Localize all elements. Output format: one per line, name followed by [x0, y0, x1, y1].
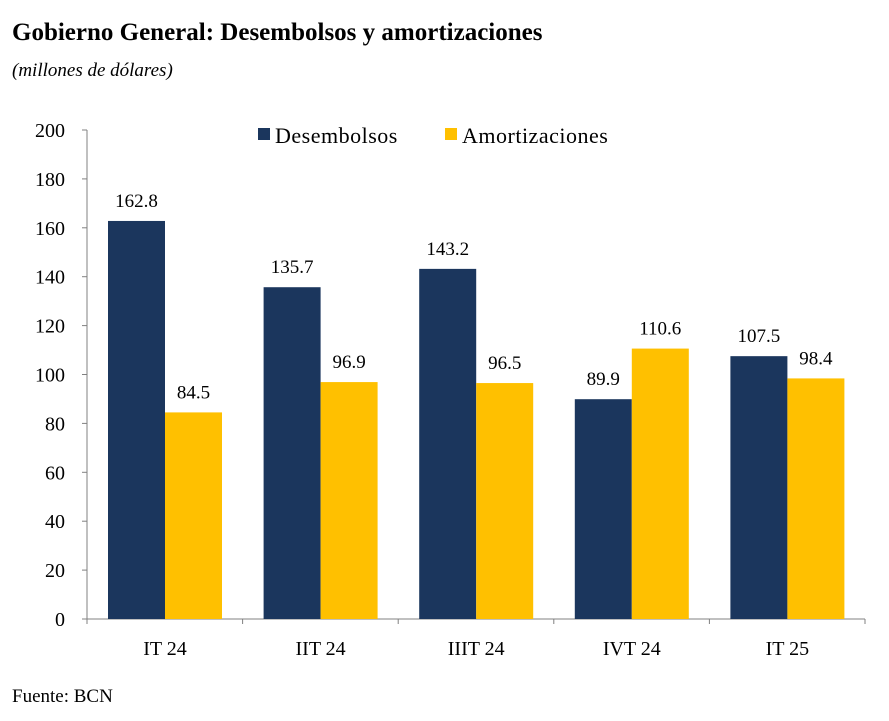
bar-amortizaciones	[476, 383, 534, 619]
data-label: 107.5	[738, 326, 781, 347]
legend-swatch-amortizaciones	[445, 128, 457, 140]
bar-desembolsos	[730, 356, 788, 619]
bar-amortizaciones	[320, 382, 378, 619]
x-tick-label: IT 24	[143, 638, 187, 660]
y-tick-label: 60	[45, 462, 65, 484]
legend-label: Amortizaciones	[462, 123, 608, 148]
y-tick-label: 180	[35, 169, 65, 191]
y-tick-label: 200	[35, 120, 65, 142]
data-label: 96.5	[488, 353, 521, 374]
bar-desembolsos	[263, 287, 321, 619]
x-tick-label: IVT 24	[603, 638, 661, 660]
y-tick-label: 140	[35, 267, 65, 289]
legend-swatch-desembolsos	[258, 128, 270, 140]
data-label: 143.2	[426, 239, 469, 260]
y-tick-label: 40	[45, 511, 65, 533]
x-tick-label: IT 25	[766, 638, 810, 660]
data-label: 89.9	[587, 369, 620, 390]
y-tick-label: 0	[55, 609, 65, 631]
y-tick-label: 80	[45, 413, 65, 435]
bar-chart: 0 20 40 60 80 100 120 140 160 180 200 162.8 84.5 IT 2…	[35, 120, 866, 660]
bar-amortizaciones	[165, 412, 222, 619]
chart-subtitle: (millones de dólares)	[12, 60, 173, 81]
y-tick-label: 100	[35, 365, 65, 387]
data-label: 135.7	[271, 257, 314, 278]
source-note: Fuente: BCN	[12, 686, 113, 707]
bar-desembolsos	[108, 220, 165, 620]
data-label: 162.8	[115, 191, 158, 212]
y-tick-label: 20	[45, 560, 65, 582]
data-label: 110.6	[639, 319, 681, 340]
data-label: 96.9	[332, 352, 365, 373]
bar-amortizaciones	[631, 348, 689, 619]
chart-title: Gobierno General: Desembolsos y amortiza…	[12, 19, 543, 46]
data-label: 98.4	[799, 348, 833, 369]
y-tick-label: 120	[35, 316, 65, 338]
bar-amortizaciones	[787, 378, 845, 619]
bar-desembolsos	[419, 268, 477, 619]
legend-label: Desembolsos	[275, 123, 398, 148]
y-tick-label: 160	[35, 218, 65, 240]
x-tick-label: IIIT 24	[448, 638, 505, 660]
data-label: 84.5	[177, 382, 210, 403]
x-tick-label: IIT 24	[296, 638, 346, 660]
bar-desembolsos	[574, 399, 632, 619]
